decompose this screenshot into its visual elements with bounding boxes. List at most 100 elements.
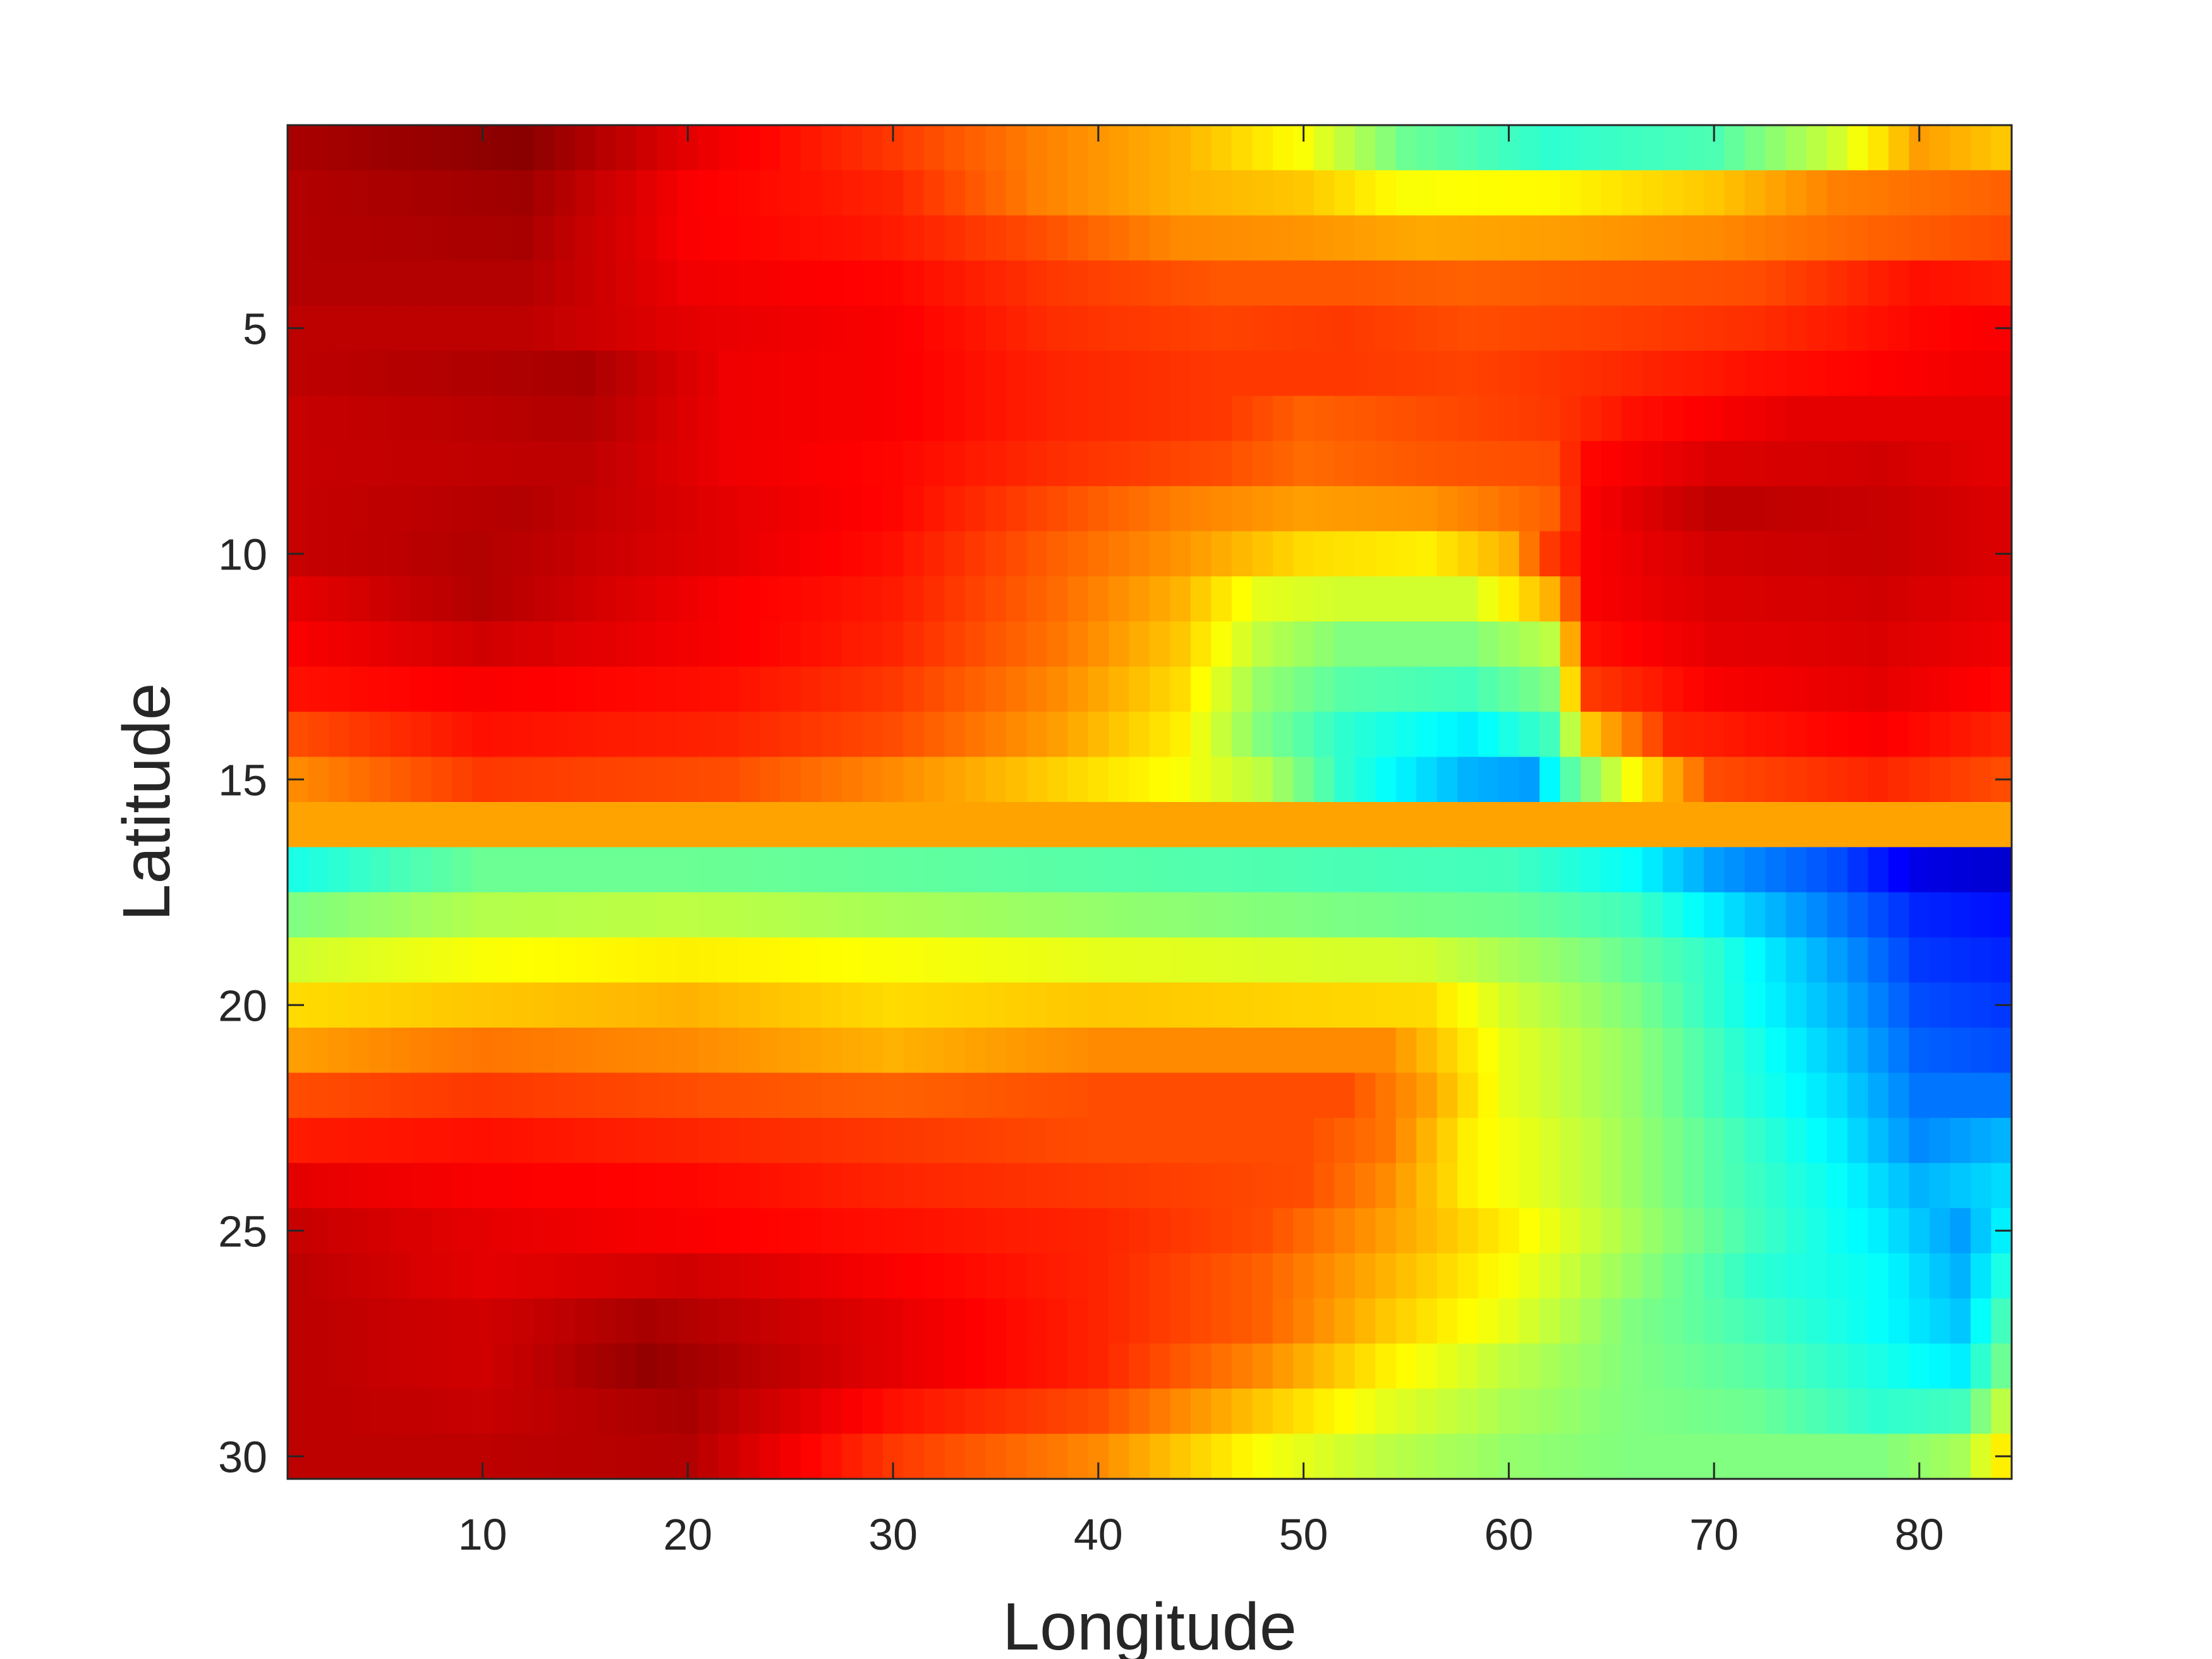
- heatmap-cell: [288, 1298, 309, 1344]
- heatmap-cell: [1498, 1208, 1520, 1254]
- heatmap-cell: [1806, 757, 1828, 803]
- heatmap-cell: [1231, 576, 1253, 622]
- heatmap-cell: [1478, 260, 1499, 307]
- heatmap-cell: [985, 937, 1007, 983]
- heatmap-cell: [739, 1028, 760, 1073]
- heatmap-cell: [1724, 486, 1746, 532]
- heatmap-cell: [1971, 1073, 1992, 1119]
- heatmap-cell: [1150, 1298, 1171, 1344]
- heatmap-cell: [780, 1163, 801, 1209]
- heatmap-cell: [1868, 576, 1889, 622]
- heatmap-cell: [1006, 1433, 1027, 1480]
- heatmap-cell: [431, 1117, 453, 1164]
- heatmap-cell: [1416, 215, 1438, 261]
- heatmap-cell: [1601, 215, 1622, 261]
- heatmap-cell: [636, 937, 658, 983]
- heatmap-cell: [1437, 937, 1458, 983]
- heatmap-cell: [1929, 215, 1951, 261]
- heatmap-cell: [882, 1028, 904, 1073]
- heatmap-cell: [1909, 351, 1930, 396]
- heatmap-cell: [1190, 982, 1212, 1028]
- heatmap-cell: [1868, 802, 1889, 848]
- heatmap-cell: [1252, 1163, 1273, 1209]
- heatmap-cell: [595, 305, 617, 351]
- heatmap-cell: [1231, 937, 1253, 983]
- heatmap-cell: [1950, 305, 1971, 351]
- heatmap-cell: [1334, 486, 1356, 532]
- heatmap-cell: [1847, 1433, 1869, 1480]
- heatmap-cell: [719, 1117, 740, 1164]
- heatmap-cell: [1170, 260, 1191, 307]
- heatmap-cell: [862, 1028, 884, 1073]
- heatmap-cell: [1888, 260, 1910, 307]
- heatmap-cell: [944, 847, 966, 893]
- heatmap-cell: [1457, 260, 1479, 307]
- heatmap-cell: [328, 712, 350, 758]
- heatmap-cell: [1211, 1028, 1232, 1073]
- heatmap-cell: [1991, 125, 2012, 171]
- heatmap-cell: [1519, 982, 1540, 1028]
- heatmap-cell: [1971, 1433, 1992, 1480]
- heatmap-cell: [1354, 712, 1376, 758]
- heatmap-cell: [719, 1343, 740, 1389]
- heatmap-cell: [1971, 621, 1992, 667]
- heatmap-cell: [554, 1343, 576, 1389]
- heatmap-cell: [410, 531, 432, 577]
- heatmap-cell: [513, 305, 535, 351]
- heatmap-cell: [1581, 802, 1602, 848]
- heatmap-cell: [1540, 1343, 1561, 1389]
- heatmap-cell: [472, 1117, 494, 1164]
- heatmap-cell: [636, 802, 658, 848]
- heatmap-cell: [1826, 1298, 1848, 1344]
- heatmap-cell: [1129, 802, 1150, 848]
- heatmap-cell: [1047, 937, 1068, 983]
- heatmap-cell: [308, 1073, 329, 1119]
- heatmap-cell: [1888, 351, 1910, 396]
- heatmap-cell: [1724, 1343, 1746, 1389]
- x-tick-label: 60: [1484, 1510, 1533, 1559]
- heatmap-cell: [1950, 712, 1971, 758]
- heatmap-cell: [1478, 1073, 1499, 1119]
- heatmap-cell: [1991, 576, 2012, 622]
- heatmap-cell: [1929, 351, 1951, 396]
- heatmap-cell: [719, 666, 740, 712]
- heatmap-cell: [1129, 1343, 1150, 1389]
- heatmap-cell: [1888, 757, 1910, 803]
- heatmap-cell: [1991, 892, 2012, 938]
- heatmap-cell: [513, 847, 535, 893]
- heatmap-cell: [923, 1298, 945, 1344]
- heatmap-cell: [636, 847, 658, 893]
- heatmap-cell: [1211, 1208, 1232, 1254]
- heatmap-cell: [1540, 1208, 1561, 1254]
- heatmap-cell: [595, 847, 617, 893]
- heatmap-cell: [1601, 1253, 1622, 1299]
- heatmap-cell: [678, 982, 699, 1028]
- heatmap-cell: [451, 1389, 473, 1435]
- heatmap-cell: [1601, 1028, 1622, 1073]
- heatmap-cell: [923, 125, 945, 171]
- heatmap-cell: [800, 305, 822, 351]
- heatmap-cell: [554, 531, 576, 577]
- heatmap-cell: [595, 757, 617, 803]
- heatmap-cell: [1354, 441, 1376, 487]
- heatmap-cell: [1498, 1343, 1520, 1389]
- heatmap-cell: [533, 712, 555, 758]
- heatmap-cell: [431, 260, 453, 307]
- heatmap-cell: [759, 1389, 781, 1435]
- heatmap-cell: [1519, 1298, 1540, 1344]
- heatmap-cell: [533, 125, 555, 171]
- heatmap-cell: [862, 712, 884, 758]
- heatmap-cell: [1806, 1343, 1828, 1389]
- heatmap-cell: [1170, 1253, 1191, 1299]
- y-tick-label: 15: [218, 755, 267, 805]
- heatmap-cell: [1170, 441, 1191, 487]
- heatmap-cell: [1929, 125, 1951, 171]
- heatmap-cell: [1109, 1389, 1130, 1435]
- heatmap-cell: [349, 1389, 370, 1435]
- heatmap-cell: [1416, 486, 1438, 532]
- heatmap-cell: [698, 486, 719, 532]
- x-tick-label: 10: [458, 1510, 507, 1559]
- heatmap-cell: [1621, 1389, 1643, 1435]
- heatmap-cell: [595, 1298, 617, 1344]
- heatmap-cell: [657, 1163, 678, 1209]
